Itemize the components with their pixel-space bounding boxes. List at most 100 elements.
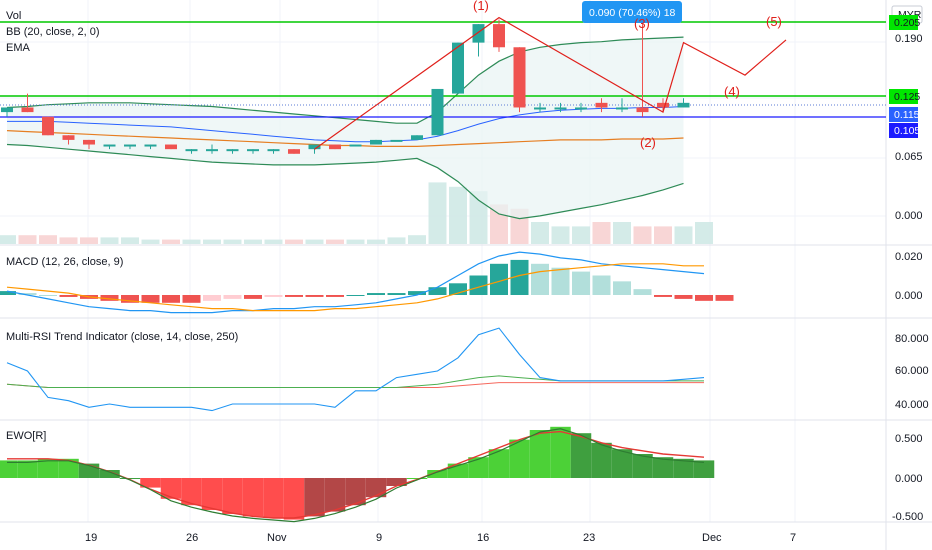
macd-hist-bar [18,293,37,295]
candle-body [329,144,341,150]
macd-hist-bar [162,295,180,303]
volume-bar [367,239,385,244]
rsi-line [6,327,705,412]
volume-bar [428,182,447,244]
ewo-bar [529,430,551,478]
macd-hist-bar [408,291,426,295]
candle-body [144,144,157,147]
time-axis[interactable]: 19 26 Nov 9 16 23 Dec 7 [85,532,796,544]
candle-body [83,139,95,145]
ewo-bar [324,478,346,512]
volume-bar [121,237,139,244]
candle-body [616,107,628,110]
volume-bar [551,226,570,244]
candle-body [185,149,198,152]
candle-body [636,107,649,113]
volume-bar [531,222,549,244]
volume-bar [18,235,37,244]
macd-pane [0,251,734,314]
tooltip-text: 0.090 (70.46%) 18 [589,7,676,19]
ewo-bar [570,433,592,478]
volume-bars [0,182,713,244]
ewo-tick-0: 0.000 [895,473,923,485]
price-tick-0065: 0.065 [895,151,923,163]
volume-bar [203,239,221,244]
x-tick-16: 16 [477,532,489,544]
candle-body [226,149,239,152]
macd-hist-bar [326,295,344,297]
candle-body [62,135,75,140]
volume-bar [572,226,590,244]
ewo-bar [160,478,182,499]
ewo-bar [673,458,694,478]
candle-body [595,102,608,108]
ewo-bar [0,460,18,478]
macd-hist-bar [387,293,406,295]
volume-bar [285,239,303,244]
macd-hist-bar [695,295,713,301]
macd-tick-0000: 0.000 [895,290,923,302]
rsi-red-line [6,382,704,388]
ewo-bar [365,478,387,498]
volume-bar [223,239,242,244]
candle-body [677,102,690,108]
ewo-bar [119,478,141,479]
legend-vol: Vol [6,10,21,22]
price-tick-0000: 0.000 [895,210,923,222]
macd-hist-bar [182,295,201,303]
price-tags: 0.205 0.125 0.115 0.105 [889,15,920,138]
x-tick-23: 23 [583,532,595,544]
volume-bar [162,239,180,244]
rsi-tick-60: 60.000 [895,365,929,377]
macd-hist-bar [141,295,160,303]
ewo-bar [283,478,305,520]
volume-bar [654,226,672,244]
candle-body [472,24,485,43]
macd-hist-bar [39,295,57,296]
ewo-bar [181,478,202,506]
ema-line [6,130,684,147]
wave-label-4: (4) [724,84,740,99]
legend-ema: EMA [6,42,31,54]
macd-hist-bar [490,263,508,295]
price-tag-0125-text: 0.125 [894,91,920,103]
bb-basis [7,106,684,143]
candle-body [349,144,362,147]
volume-bar [449,186,467,244]
macd-hist-bar [244,295,262,299]
price-tag-0105-text: 0.105 [894,125,920,137]
volume-bar [695,222,713,244]
macd-hist-bar [305,295,324,297]
ewo-tick-05: 0.500 [895,433,923,445]
candle-body [431,88,444,136]
ewo-bar [611,449,633,478]
macd-hist-bar [551,267,570,295]
volume-bar [182,239,201,244]
price-axis[interactable]: 0.190 0.065 0.000 0.020 0.000 80.000 60.… [892,33,929,523]
candle-body [554,107,567,110]
volume-bar [0,235,16,244]
ewo-bar [509,439,530,478]
macd-hist-bar [285,295,303,297]
candle-body [308,144,321,150]
ewo-bar [58,458,79,478]
volume-bar [244,239,262,244]
volume-bar [408,235,426,244]
macd-hist-bar [449,283,467,295]
ewo-bar [17,460,38,478]
ewo-bar [304,478,325,517]
ewo-bar [632,454,653,478]
ewo-bar [345,478,366,506]
main-pane [0,16,886,244]
macd-hist-bar [592,275,611,295]
macd-hist-bar [469,275,488,295]
bb-lower [6,143,684,220]
x-tick-26: 26 [186,532,198,544]
price-tick-0190: 0.190 [895,33,923,45]
ewo-bar [140,478,161,488]
candle-body [657,102,669,108]
candle-body [534,107,546,110]
ewo-signal-green [7,428,705,523]
ewo-bar [550,426,571,478]
